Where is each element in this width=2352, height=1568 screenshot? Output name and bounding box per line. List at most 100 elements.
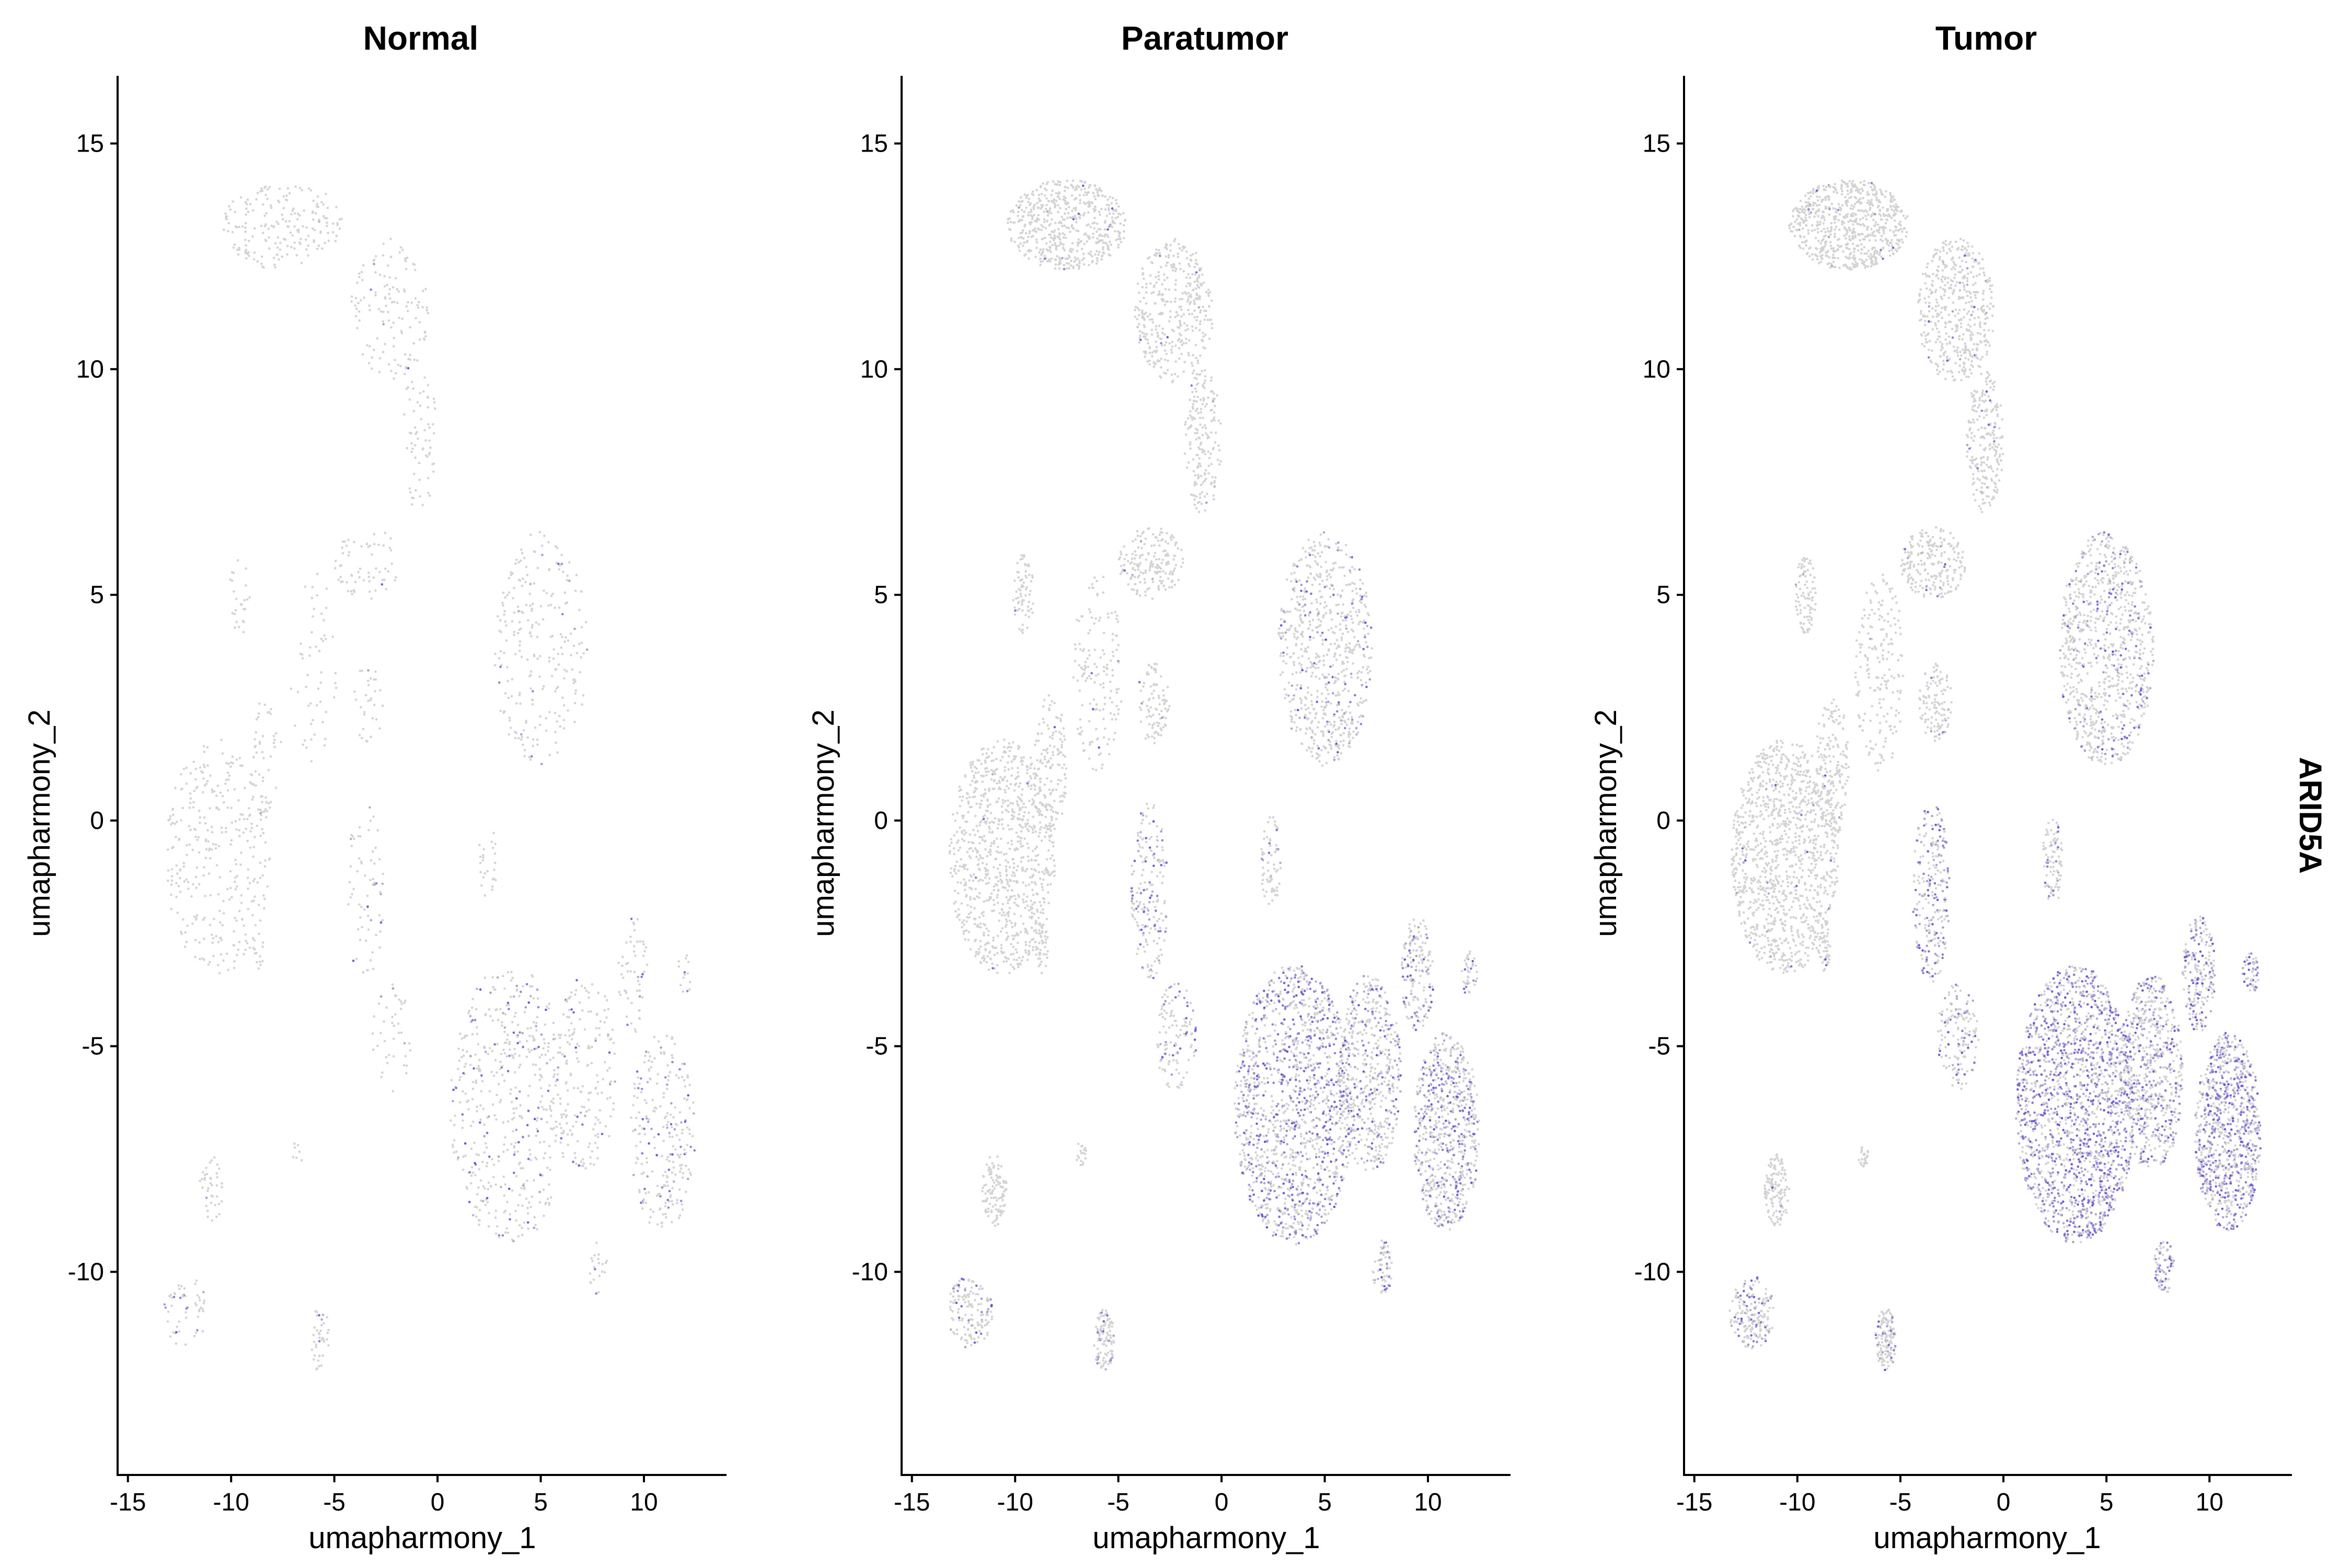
cell-point	[652, 1110, 655, 1112]
cell-point	[307, 244, 310, 247]
cell-point	[233, 930, 236, 933]
cell-point	[401, 248, 404, 251]
cell-point	[507, 696, 510, 699]
cell-point	[638, 989, 641, 992]
cell-point	[1079, 199, 1081, 202]
cell-point	[544, 1152, 547, 1155]
cell-point	[491, 1103, 494, 1106]
cell-point	[1045, 242, 1048, 245]
cell-point	[1199, 398, 1202, 401]
cell-point	[518, 1054, 521, 1057]
cell-point	[362, 579, 365, 582]
cell-point	[381, 583, 384, 586]
cell-point	[1121, 570, 1124, 573]
cell-point	[659, 1207, 662, 1210]
cell-point	[1200, 411, 1202, 414]
cell-point	[637, 1087, 640, 1090]
cell-point	[966, 868, 969, 871]
cell-point	[1204, 333, 1207, 336]
cell-point	[1083, 749, 1086, 752]
cell-point	[982, 817, 985, 821]
cell-point	[997, 902, 999, 904]
cell-point	[971, 779, 974, 782]
cell-point	[1198, 269, 1201, 272]
cell-point	[1013, 958, 1016, 961]
cell-point	[474, 1174, 477, 1177]
cell-point	[1042, 204, 1044, 207]
cell-point	[1211, 390, 1214, 393]
cell-point	[261, 828, 264, 831]
cell-point	[972, 795, 974, 799]
cell-point	[320, 1324, 323, 1327]
cell-point	[495, 1118, 498, 1121]
cell-point	[485, 1013, 487, 1016]
cell-point	[316, 203, 319, 205]
cell-point	[979, 878, 982, 881]
cell-point	[238, 757, 241, 759]
cell-point	[1170, 538, 1173, 541]
cell-point	[1103, 653, 1105, 655]
cell-point	[1171, 328, 1173, 331]
cell-point	[1136, 534, 1139, 537]
cell-point	[636, 1156, 639, 1159]
cell-point	[1025, 868, 1029, 870]
cell-point	[559, 1036, 561, 1039]
cell-point	[354, 296, 358, 299]
cell-point	[1018, 249, 1021, 252]
cell-point	[202, 777, 205, 780]
cell-point	[978, 951, 981, 954]
cell-point	[1053, 864, 1056, 867]
cell-point	[378, 946, 381, 949]
cell-point	[1083, 664, 1087, 667]
cell-point	[984, 761, 987, 764]
cell-point	[1041, 871, 1044, 873]
cell-point	[635, 1116, 638, 1120]
cell-point	[1173, 583, 1177, 586]
cell-point	[484, 1204, 487, 1206]
cell-point	[1032, 815, 1035, 818]
cell-point	[1147, 527, 1149, 531]
cell-point	[186, 844, 188, 847]
cell-point	[506, 666, 509, 668]
cell-point	[1007, 841, 1009, 845]
cell-point	[1150, 328, 1154, 331]
cell-point	[993, 967, 996, 970]
cell-point	[983, 931, 985, 935]
cell-point	[1031, 903, 1034, 906]
cell-point	[664, 1205, 667, 1208]
cell-point	[219, 936, 222, 939]
cell-point	[1008, 972, 1011, 974]
cell-point	[1178, 319, 1181, 322]
cell-point	[1151, 727, 1154, 729]
cell-point	[1066, 186, 1069, 189]
cell-point	[195, 916, 198, 919]
cell-point	[486, 1132, 489, 1134]
cell-point	[1024, 951, 1028, 954]
cell-point	[1174, 316, 1177, 318]
cell-point	[1013, 789, 1016, 792]
cell-point	[1195, 383, 1198, 386]
cell-point	[451, 1143, 454, 1146]
cell-point	[1108, 207, 1110, 210]
cell-point	[1146, 338, 1149, 341]
cell-point	[988, 789, 990, 792]
cell-point	[978, 892, 981, 895]
cell-point	[362, 728, 365, 731]
cell-point	[1144, 355, 1146, 358]
cell-point	[1193, 498, 1196, 501]
cell-point	[459, 1076, 462, 1079]
cell-point	[1078, 216, 1081, 220]
cell-point	[1029, 590, 1032, 592]
cell-point	[573, 701, 577, 705]
cell-point	[1194, 481, 1197, 483]
cell-point	[504, 1136, 506, 1139]
cell-point	[617, 962, 620, 964]
cell-point	[226, 789, 229, 792]
cell-point	[1152, 365, 1155, 368]
cell-point	[1031, 215, 1034, 218]
cell-point	[565, 1114, 568, 1117]
cell-point	[1158, 558, 1161, 561]
cell-point	[976, 830, 979, 833]
cell-point	[1018, 785, 1020, 788]
cell-point	[1112, 738, 1115, 741]
